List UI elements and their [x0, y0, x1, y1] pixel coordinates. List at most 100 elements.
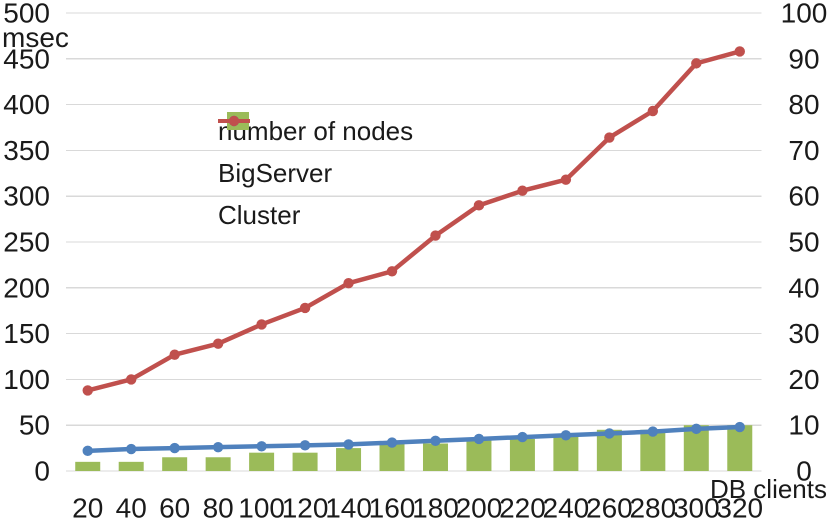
x-axis-tick-label: 120	[282, 493, 329, 521]
bar	[162, 457, 188, 471]
data-point-marker	[647, 105, 659, 117]
data-point-marker	[604, 428, 615, 439]
x-axis-tick-label: 40	[116, 493, 147, 521]
line-series	[85, 49, 743, 393]
data-point-marker	[343, 439, 354, 450]
bar-series-number-of-nodes	[75, 425, 753, 471]
x-axis-tick-labels: 20 40 60 80 10012014016018020022024026028030…	[72, 493, 763, 521]
left-axis-tick-label: 250	[3, 227, 50, 258]
right-axis-tick-label: 20	[788, 364, 819, 395]
x-axis-tick-label: 300	[673, 493, 720, 521]
data-point-marker	[82, 445, 93, 457]
data-point-marker	[734, 46, 745, 57]
left-axis-tick-label: 400	[3, 89, 50, 120]
x-axis-tick-label: 320	[716, 493, 763, 521]
data-point-marker	[386, 266, 398, 277]
x-axis-tick-label: 100	[238, 493, 285, 521]
legend-label: BigServer	[218, 158, 333, 188]
right-axis-tick-label: 100	[781, 0, 828, 29]
left-axis-tick-label: 100	[3, 364, 50, 395]
data-point-marker	[256, 441, 267, 452]
legend-item-cluster: Cluster	[218, 115, 413, 236]
bar	[509, 438, 535, 471]
data-point-marker	[604, 132, 615, 143]
x-axis-tick-label: 160	[369, 493, 416, 521]
data-point-marker	[386, 437, 398, 448]
data-point-marker	[299, 302, 311, 314]
bar	[336, 448, 362, 471]
right-axis-tick-label: 50	[788, 227, 819, 258]
data-point-marker	[473, 433, 485, 445]
data-point-marker	[212, 441, 224, 453]
data-point-marker	[734, 421, 745, 433]
legend-item-number-of-nodes: number of nodes	[218, 110, 413, 152]
left-axis-tick-label: 200	[3, 272, 50, 303]
bar	[422, 443, 448, 471]
left-axis-tick-label: 500	[3, 0, 50, 29]
left-axis-tick-label: 0	[34, 456, 50, 487]
bar	[205, 457, 231, 471]
bar	[379, 443, 405, 471]
data-point-marker	[691, 58, 702, 69]
x-axis-tick-label: 260	[586, 493, 633, 521]
right-axis-tick-label: 0	[796, 456, 812, 487]
data-point-marker	[126, 374, 137, 385]
x-axis-tick-label: 20	[72, 493, 103, 521]
left-axis-tick-label: 50	[19, 410, 50, 441]
data-point-marker	[343, 278, 354, 289]
x-axis-tick-label: 220	[499, 493, 546, 521]
right-axis-tick-label: 10	[788, 410, 819, 441]
data-point-marker	[82, 385, 93, 396]
data-point-marker	[299, 440, 311, 451]
right-axis-tick-label: 60	[788, 181, 819, 212]
data-point-marker	[169, 349, 180, 360]
x-axis-tick-label: 140	[325, 493, 372, 521]
data-point-marker	[517, 185, 528, 196]
bar	[727, 425, 753, 471]
x-axis-tick-label: 240	[543, 493, 590, 521]
line-series-group	[82, 46, 745, 457]
data-point-marker	[430, 230, 441, 241]
x-axis-tick-label: 180	[412, 493, 459, 521]
left-axis-tick-label: 350	[3, 135, 50, 166]
left-axis-unit-label: msec	[2, 22, 69, 53]
data-point-marker	[560, 430, 572, 441]
data-point-marker	[212, 338, 224, 349]
bar	[466, 438, 492, 471]
left-axis-tick-label: 150	[3, 318, 50, 349]
bar	[292, 452, 318, 471]
right-axis-tick-label: 70	[788, 135, 819, 166]
data-point-marker	[430, 435, 441, 446]
legend-item-bigserver: BigServer	[218, 115, 413, 194]
right-axis-tick-label: 40	[788, 272, 819, 303]
right-axis-tick-label: 80	[788, 89, 819, 120]
bar	[118, 461, 144, 471]
legend: number of nodes BigServer Cluster	[218, 110, 413, 236]
right-axis-tick-label: 90	[788, 43, 819, 74]
line-series	[85, 424, 743, 454]
data-point-marker	[256, 319, 267, 330]
left-axis-tick-label: 450	[3, 43, 50, 74]
right-axis-tick-label: 30	[788, 318, 819, 349]
data-point-marker	[169, 442, 180, 454]
gridlines	[66, 12, 762, 472]
data-point-marker	[647, 426, 659, 437]
data-point-marker	[473, 200, 485, 211]
x-axis-tick-label: 200	[456, 493, 503, 521]
line-marker-swatch-icon	[218, 115, 250, 127]
bar	[75, 461, 101, 471]
left-axis-tick-label: 300	[3, 181, 50, 212]
data-point-marker	[126, 443, 137, 455]
x-axis-tick-label: 60	[159, 493, 190, 521]
x-axis-tick-label: 280	[629, 493, 676, 521]
bar	[249, 452, 275, 471]
x-axis-tick-label: 80	[203, 493, 234, 521]
legend-label: number of nodes	[218, 116, 414, 146]
x-axis-title: DB clients	[709, 474, 827, 504]
legend-label: Cluster	[218, 200, 301, 230]
data-point-marker	[691, 423, 702, 435]
data-point-marker	[517, 431, 528, 443]
